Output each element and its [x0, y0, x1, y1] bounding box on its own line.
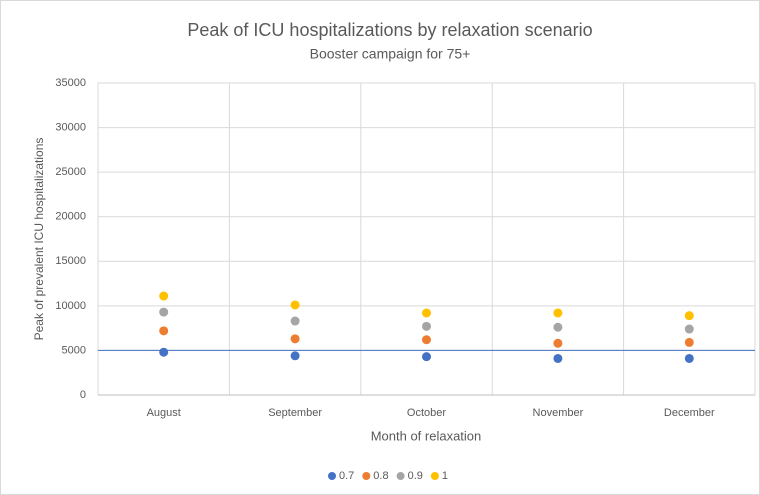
dot [290, 300, 300, 310]
y-tick-label: 30000 [55, 121, 86, 133]
y-tick-label: 25000 [55, 166, 86, 178]
x-tick-label: September [268, 407, 322, 419]
dot [159, 326, 169, 336]
legend-marker [430, 472, 439, 480]
y-tick-label: 0 [80, 389, 86, 401]
dot [684, 324, 694, 334]
y-axis-label: Peak of prevalent ICU hospitalizations [32, 138, 46, 341]
legend-label: 0.7 [339, 470, 354, 482]
dot [684, 337, 694, 347]
dot [290, 351, 300, 361]
y-tick-label: 5000 [62, 344, 86, 356]
y-tick-label: 35000 [55, 77, 86, 89]
dot [422, 308, 431, 318]
dot [553, 308, 563, 318]
legend-label: 0.8 [373, 470, 388, 482]
dot [553, 322, 563, 332]
legend-marker [396, 472, 405, 480]
legend-label: 1 [442, 470, 448, 482]
dot [422, 352, 431, 362]
chart-subtitle: Booster campaign for 75+ [310, 46, 471, 62]
y-tick-label: 20000 [55, 211, 86, 223]
x-tick-label: October [407, 407, 446, 419]
dot [159, 307, 169, 317]
dot [553, 338, 563, 348]
x-tick-label: December [664, 407, 715, 419]
y-tick-label: 10000 [55, 300, 86, 312]
x-tick-label: August [147, 407, 181, 419]
dot [290, 334, 300, 344]
dot [422, 321, 431, 331]
dot [553, 353, 563, 363]
legend-marker [328, 472, 336, 480]
y-tick-label: 15000 [55, 255, 86, 267]
x-axis-label: Month of relaxation [371, 428, 482, 443]
dot [684, 353, 694, 363]
dot [684, 311, 694, 321]
x-tick-label: November [533, 407, 584, 419]
legend-marker [362, 472, 371, 480]
dot [159, 347, 169, 357]
dot [159, 291, 169, 301]
dot [422, 335, 431, 345]
dot [290, 316, 300, 326]
legend-label: 0.9 [408, 470, 423, 482]
chart-title: Peak of ICU hospitalizations by relaxati… [187, 20, 592, 40]
